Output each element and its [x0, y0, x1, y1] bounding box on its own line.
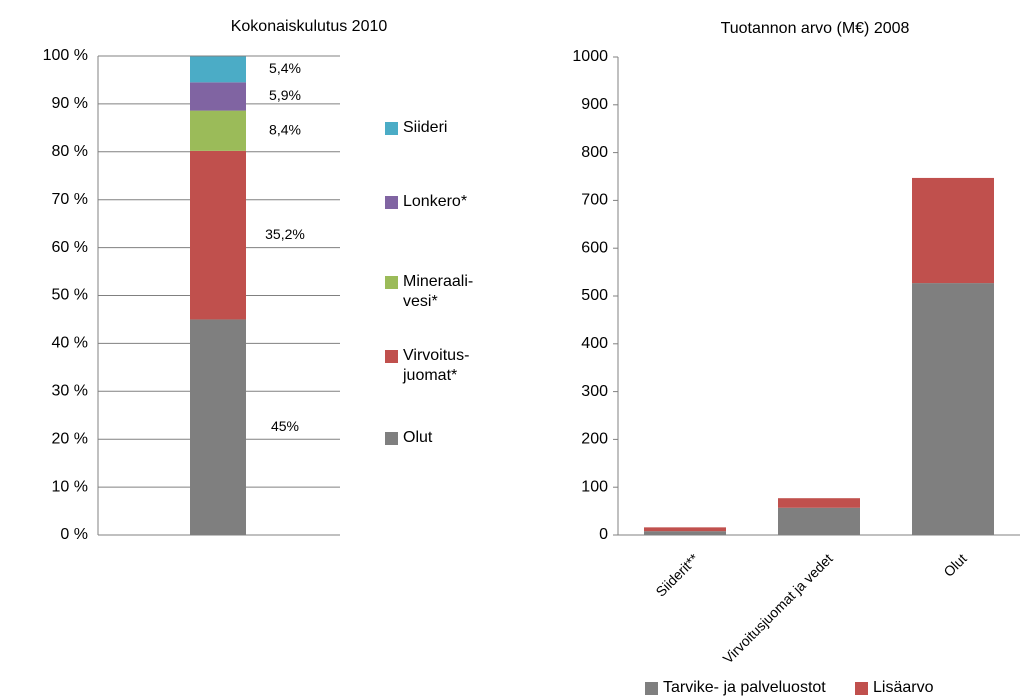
- legend-swatch: [385, 432, 398, 445]
- y-tick-label: 20 %: [52, 430, 88, 447]
- x-tick-label: Virvoitusjuomat ja vedet: [720, 550, 836, 666]
- y-tick-label: 0: [599, 526, 608, 543]
- y-tick-label: 70 %: [52, 191, 88, 208]
- y-tick-label: 400: [581, 335, 608, 352]
- chart-title: Tuotannon arvo (M€) 2008: [721, 20, 910, 37]
- y-tick-label: 700: [581, 192, 608, 209]
- y-tick-label: 40 %: [52, 335, 88, 352]
- y-tick-label: 300: [581, 383, 608, 400]
- y-tick-label: 1000: [572, 48, 608, 65]
- bar-segment: [190, 82, 246, 111]
- legend-label: Lisäarvo: [873, 679, 934, 696]
- data-label: 5,4%: [269, 60, 301, 76]
- legend-label: Virvoitus- juomat*: [403, 347, 470, 384]
- legend-swatch: [645, 682, 658, 695]
- y-tick-label: 100: [581, 478, 608, 495]
- bar-segment: [190, 56, 246, 83]
- y-tick-label: 500: [581, 287, 608, 304]
- data-label: 5,9%: [269, 87, 301, 103]
- x-tick-label: Siiderit**: [652, 550, 702, 600]
- y-tick-label: 90 %: [52, 95, 88, 112]
- y-tick-label: 0 %: [60, 526, 88, 543]
- chart-title: Kokonaiskulutus 2010: [231, 18, 388, 35]
- bar-segment: [190, 110, 246, 151]
- y-tick-label: 50 %: [52, 287, 88, 304]
- bar-segment: [190, 319, 246, 535]
- legend-swatch: [385, 276, 398, 289]
- y-tick-label: 10 %: [52, 478, 88, 495]
- legend-swatch: [385, 122, 398, 135]
- legend-label: Olut: [403, 429, 433, 446]
- bar-segment: [912, 283, 994, 535]
- data-label: 35,2%: [265, 226, 305, 242]
- legend-label: Lonkero*: [403, 193, 468, 210]
- data-label: 45%: [271, 418, 299, 434]
- legend-swatch: [385, 196, 398, 209]
- legend-swatch: [385, 350, 398, 363]
- data-label: 8,4%: [269, 121, 301, 137]
- bar-segment: [778, 507, 860, 535]
- legend-label: Siideri: [403, 119, 448, 136]
- bar-segment: [912, 177, 994, 284]
- y-tick-label: 200: [581, 431, 608, 448]
- bar-segment: [644, 527, 726, 532]
- bar-segment: [190, 150, 246, 320]
- y-tick-label: 900: [581, 96, 608, 113]
- y-tick-label: 80 %: [52, 143, 88, 160]
- y-tick-label: 60 %: [52, 239, 88, 256]
- y-tick-label: 800: [581, 144, 608, 161]
- y-tick-label: 100 %: [43, 47, 88, 64]
- y-tick-label: 600: [581, 239, 608, 256]
- y-tick-label: 30 %: [52, 383, 88, 400]
- bar-segment: [778, 498, 860, 508]
- legend-label: Tarvike- ja palveluostot: [663, 679, 826, 696]
- x-tick-label: Olut: [940, 550, 970, 580]
- bar-segment: [644, 531, 726, 535]
- legend-label: Mineraali- vesi*: [403, 273, 474, 310]
- legend-swatch: [855, 682, 868, 695]
